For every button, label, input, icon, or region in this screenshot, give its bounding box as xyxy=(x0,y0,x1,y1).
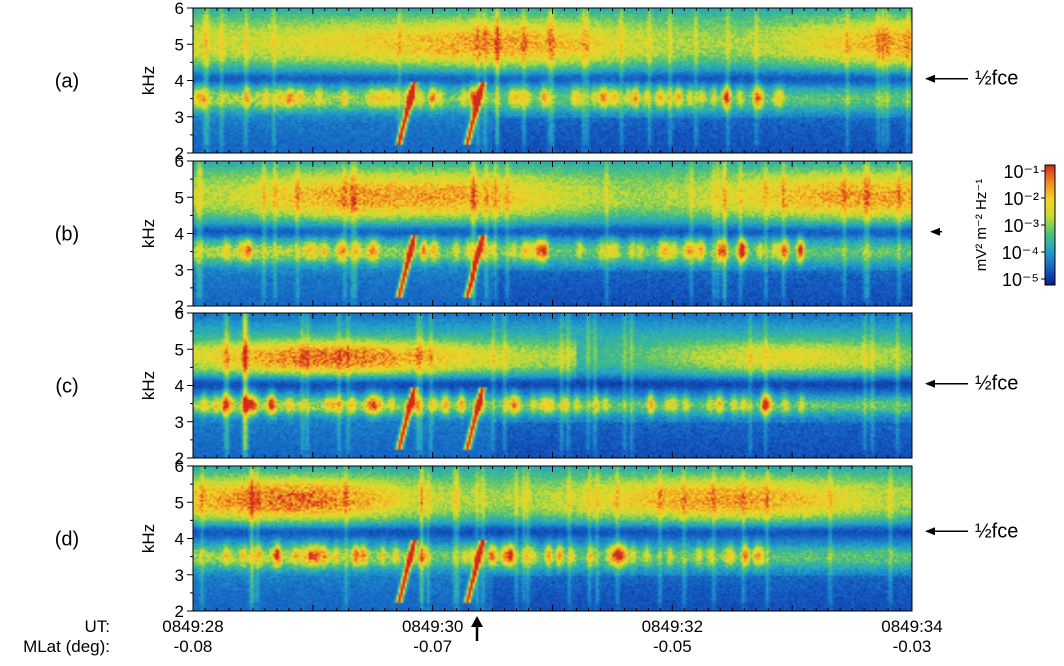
half-fce-arrowhead xyxy=(930,227,940,236)
y-tick-label: 4 xyxy=(175,225,184,244)
x-tick-label-ut: 0849:30 xyxy=(402,617,463,636)
x-tick-label-ut: 0849:32 xyxy=(642,617,703,636)
half-fce-arrowhead xyxy=(925,379,935,388)
mlat-axis-label: MLat (deg): xyxy=(23,637,110,656)
time-axis: UT: MLat (deg): 0849:28-0.08 0849:30-0.07… xyxy=(23,616,943,656)
spectrogram-panel: 2 3 4 5 6 kHz (b) xyxy=(55,152,942,316)
y-tick-label: 2 xyxy=(175,297,184,316)
panel-label: (d) xyxy=(55,529,79,551)
half-fce-arrowhead xyxy=(925,527,935,536)
x-tick-label-mlat: -0.08 xyxy=(174,637,213,656)
y-tick-label: 4 xyxy=(175,72,184,91)
y-tick-label: 3 xyxy=(175,413,184,432)
spectrogram-panel: 2 3 4 5 6 kHz (c) ½fce xyxy=(55,304,1018,468)
y-tick-label: 6 xyxy=(175,457,184,476)
y-tick-label: 5 xyxy=(175,188,184,207)
y-tick-label: 6 xyxy=(175,304,184,323)
panel-label: (b) xyxy=(55,224,79,246)
panel-label: (c) xyxy=(55,376,78,398)
colorbar-gradient xyxy=(1044,164,1056,286)
y-tick-label: 3 xyxy=(175,108,184,127)
y-axis-label: kHz xyxy=(139,66,158,95)
y-tick-label: 2 xyxy=(175,144,184,163)
y-tick-label: 6 xyxy=(175,152,184,171)
y-tick-label: 4 xyxy=(175,377,184,396)
y-tick-label: 2 xyxy=(175,602,184,621)
y-tick-label: 5 xyxy=(175,35,184,54)
half-fce-arrowhead xyxy=(925,74,935,83)
spectrogram-image xyxy=(193,466,912,611)
colorbar-tick-label: 10⁻¹ xyxy=(1003,162,1039,182)
x-tick-label-mlat: -0.07 xyxy=(413,637,452,656)
spectrogram-panels: 2 3 4 5 6 kHz (a) ½fce 2 3 4 5 6 kHz (b) 2 3 4 5 6 kHz (c) ½fc… xyxy=(55,0,1019,621)
event-arrowhead xyxy=(471,616,484,627)
y-tick-label: 4 xyxy=(175,530,184,549)
y-tick-label: 5 xyxy=(175,493,184,512)
spectrogram-image xyxy=(193,161,912,306)
colorbar: 10⁻¹ 10⁻² 10⁻³ 10⁻⁴ 10⁻⁵ mV² m⁻² Hz⁻¹ xyxy=(973,162,1056,290)
y-axis-label: kHz xyxy=(139,371,158,400)
y-tick-label: 5 xyxy=(175,340,184,359)
colorbar-tick-label: 10⁻⁴ xyxy=(1002,243,1039,263)
spectrogram-image xyxy=(193,313,912,458)
colorbar-tick-label: 10⁻⁵ xyxy=(1002,270,1039,290)
x-tick-label-mlat: -0.03 xyxy=(893,637,932,656)
spectrogram-panel: 2 3 4 5 6 kHz (a) ½fce xyxy=(55,0,1019,163)
y-tick-label: 3 xyxy=(175,261,184,280)
y-tick-label: 2 xyxy=(175,449,184,468)
x-tick-label-ut: 0849:34 xyxy=(881,617,942,636)
half-fce-label: ½fce xyxy=(975,68,1018,90)
y-axis-label: kHz xyxy=(139,524,158,553)
colorbar-tick-label: 10⁻³ xyxy=(1003,216,1039,236)
y-axis-label: kHz xyxy=(139,219,158,248)
colorbar-label: mV² m⁻² Hz⁻¹ xyxy=(973,179,990,271)
y-tick-label: 3 xyxy=(175,566,184,585)
x-tick-label-mlat: -0.05 xyxy=(653,637,692,656)
y-tick-label: 6 xyxy=(175,0,184,18)
spectrogram-panel: 2 3 4 5 6 kHz (d) ½fce xyxy=(55,457,1019,621)
half-fce-label: ½fce xyxy=(975,373,1018,395)
panel-label: (a) xyxy=(55,71,79,93)
colorbar-ticks: 10⁻¹ 10⁻² 10⁻³ 10⁻⁴ 10⁻⁵ xyxy=(1002,162,1045,290)
colorbar-tick-label: 10⁻² xyxy=(1003,189,1039,209)
ut-axis-label: UT: xyxy=(85,617,111,636)
x-tick-label-ut: 0849:28 xyxy=(162,617,223,636)
half-fce-label: ½fce xyxy=(975,520,1018,542)
spectrogram-image xyxy=(193,8,912,153)
